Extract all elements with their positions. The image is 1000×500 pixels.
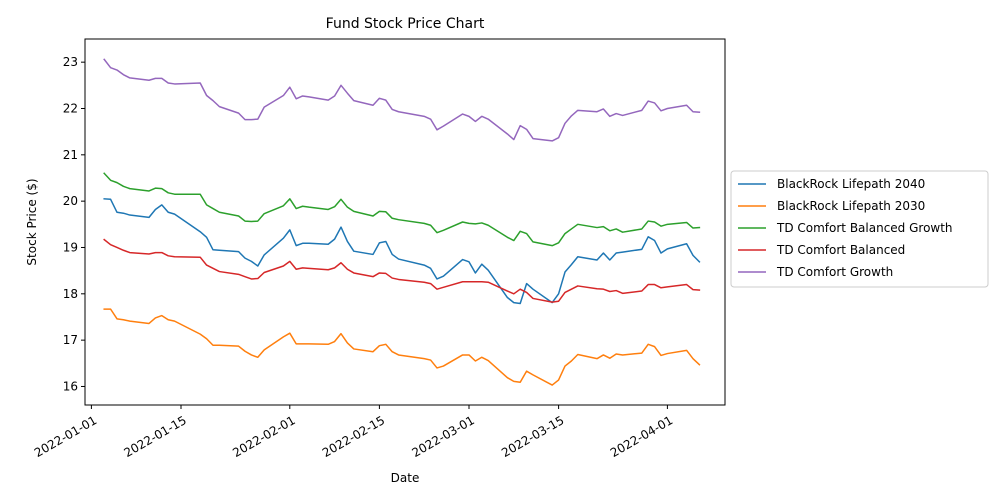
x-tick-label: 2022-01-15 (121, 413, 188, 460)
y-tick-label: 23 (63, 55, 78, 69)
plot-frame (84, 38, 726, 406)
series-line-1 (103, 308, 701, 386)
x-axis: 2022-01-01 2022-01-15 2022-02-01 2022-02-15… (32, 405, 675, 460)
series-line-2 (103, 172, 701, 247)
x-tick-label: 2022-01-01 (32, 413, 99, 460)
y-tick-label: 19 (63, 240, 78, 254)
y-axis-label: Stock Price ($) (25, 178, 39, 265)
y-tick-label: 16 (63, 379, 78, 393)
legend-box (730, 170, 989, 288)
legend-entry-1: BlackRock Lifepath 2030 (777, 199, 925, 213)
series-line-3 (103, 238, 701, 303)
legend: BlackRock Lifepath 2040 BlackRock Lifepat… (730, 170, 989, 288)
y-tick-label: 17 (63, 333, 78, 347)
legend-entry-3: TD Comfort Balanced (776, 243, 905, 257)
legend-entry-2: TD Comfort Balanced Growth (776, 221, 953, 235)
x-tick-label: 2022-04-01 (608, 413, 675, 460)
legend-entry-0: BlackRock Lifepath 2040 (777, 177, 925, 191)
y-tick-label: 22 (63, 101, 78, 115)
y-tick-label: 18 (63, 287, 78, 301)
y-tick-label: 20 (63, 194, 78, 208)
legend-entry-4: TD Comfort Growth (776, 265, 893, 279)
x-tick-label: 2022-02-15 (320, 413, 387, 460)
x-tick-label: 2022-03-15 (499, 413, 566, 460)
y-axis: 16 17 18 19 20 21 22 23 (63, 55, 85, 393)
series-line-4 (103, 58, 701, 142)
x-axis-label: Date (391, 471, 420, 485)
series-line-0 (103, 198, 701, 305)
y-tick-label: 21 (63, 148, 78, 162)
plot-area (103, 58, 701, 386)
x-tick-label: 2022-02-01 (230, 413, 297, 460)
x-tick-label: 2022-03-01 (409, 413, 476, 460)
chart-title: Fund Stock Price Chart (326, 16, 485, 32)
